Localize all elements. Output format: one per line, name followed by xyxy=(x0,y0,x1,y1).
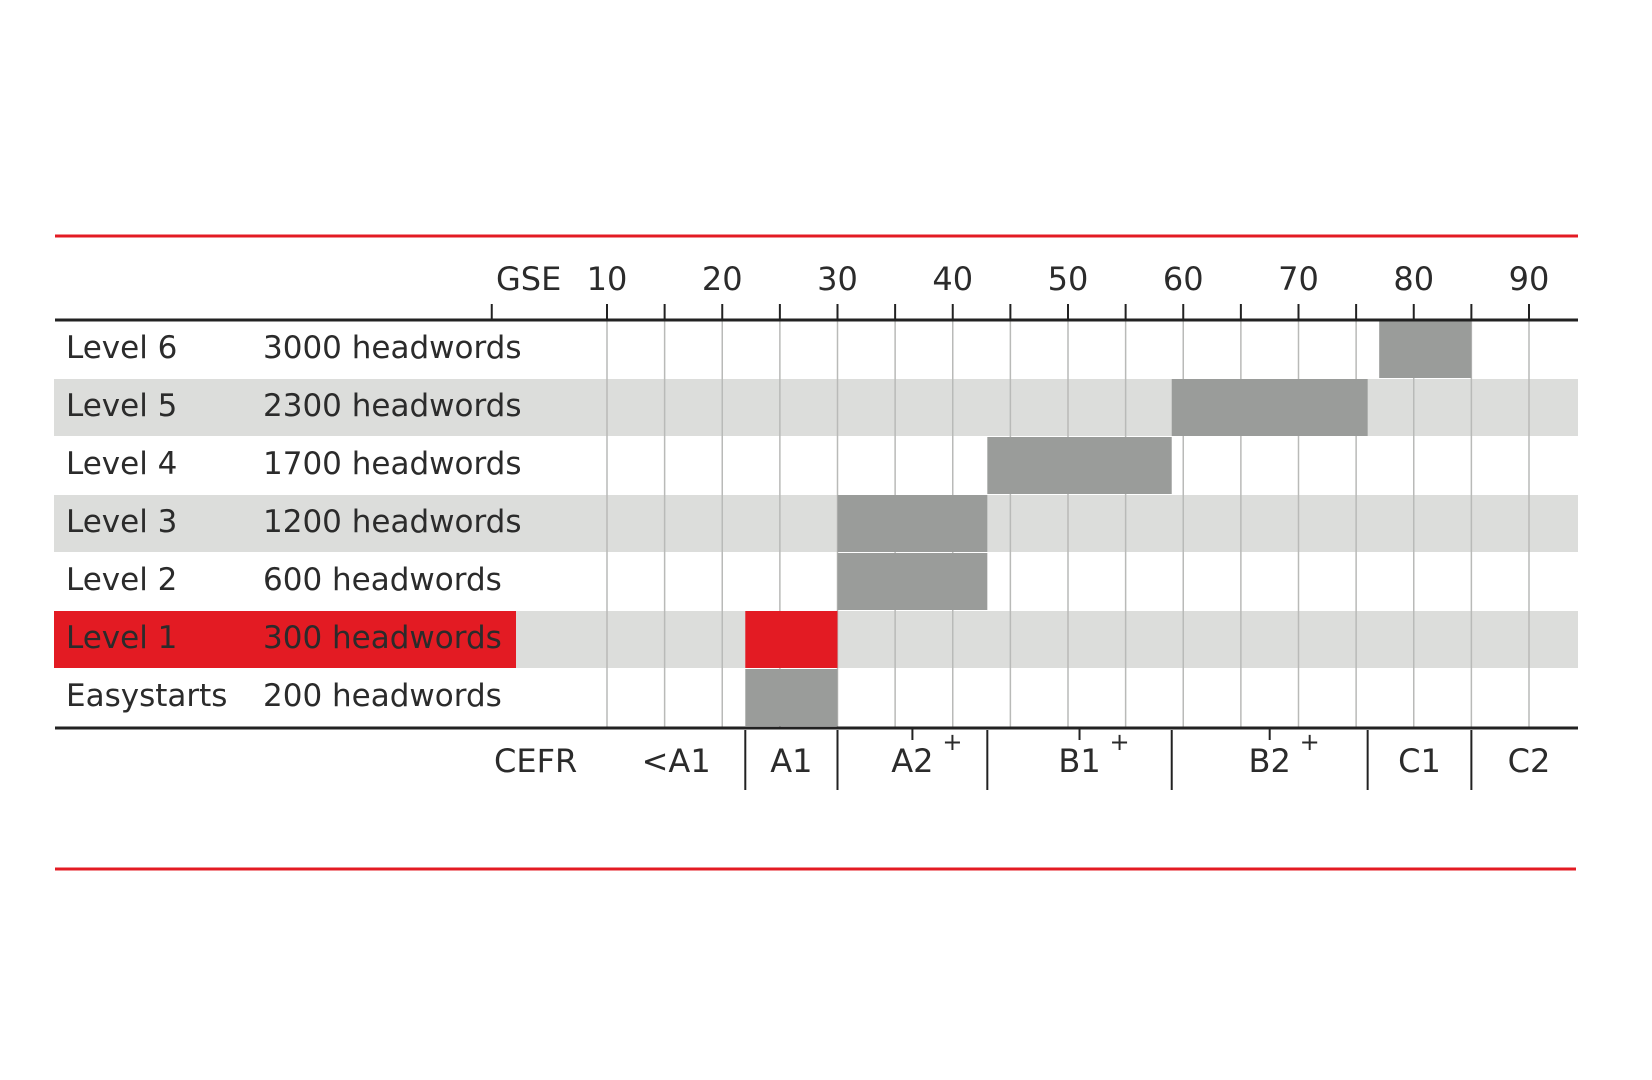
headwords-label: 200 headwords xyxy=(263,678,502,714)
cefr-plus-mark: + xyxy=(1300,728,1320,756)
row-band xyxy=(54,495,1578,552)
gse-tick-label: 40 xyxy=(932,260,973,298)
headwords-label: 3000 headwords xyxy=(263,330,522,366)
headwords-label: 300 headwords xyxy=(263,620,502,656)
axes xyxy=(55,234,1578,871)
cefr-band-label: A2 xyxy=(891,742,933,780)
gse-bar xyxy=(987,437,1172,494)
level-label: Level 1 xyxy=(66,620,177,656)
gse-tick-label: 30 xyxy=(817,260,858,298)
headwords-label: 2300 headwords xyxy=(263,388,522,424)
gse-tick-label: 20 xyxy=(702,260,743,298)
gse-bar xyxy=(745,669,838,726)
headwords-label: 1700 headwords xyxy=(263,446,522,482)
cefr-plus-mark: + xyxy=(942,728,962,756)
gse-axis-title: GSE xyxy=(496,260,561,298)
gse-tick-label: 90 xyxy=(1509,260,1550,298)
labels: GSE 10 20 30 40 50 60 70 80 90 CEFR <A1 A1 A2 + B1 + B2 + C… xyxy=(66,260,1550,780)
gse-bar xyxy=(1379,321,1472,378)
cefr-band-label: B1 xyxy=(1058,742,1100,780)
gse-tick-label: 80 xyxy=(1393,260,1434,298)
gse-bars xyxy=(745,321,1472,726)
gse-tick-label: 60 xyxy=(1163,260,1204,298)
cefr-axis-title: CEFR xyxy=(494,742,577,780)
cefr-band-label: <A1 xyxy=(642,742,711,780)
level-label: Level 4 xyxy=(66,446,177,482)
highlight-label-band xyxy=(54,611,516,668)
gse-bar xyxy=(1171,379,1368,436)
cefr-band-label: B2 xyxy=(1249,742,1291,780)
level-label: Level 2 xyxy=(66,562,177,598)
level-label: Level 3 xyxy=(66,504,177,540)
gse-bar xyxy=(745,611,838,668)
headwords-label: 1200 headwords xyxy=(263,504,522,540)
cefr-plus-mark: + xyxy=(1109,728,1129,756)
gse-tick-label: 70 xyxy=(1278,260,1319,298)
gse-tick-label: 50 xyxy=(1048,260,1089,298)
gse-bar xyxy=(837,495,988,552)
level-label: Easystarts xyxy=(66,678,227,714)
level-label: Level 5 xyxy=(66,388,177,424)
cefr-band-label: A1 xyxy=(770,742,812,780)
gse-bar xyxy=(837,553,988,610)
level-label: Level 6 xyxy=(66,330,177,366)
gse-tick-label: 10 xyxy=(587,260,628,298)
headwords-label: 600 headwords xyxy=(263,562,502,598)
cefr-band-label: C2 xyxy=(1508,742,1551,780)
cefr-band-label: C1 xyxy=(1398,742,1441,780)
